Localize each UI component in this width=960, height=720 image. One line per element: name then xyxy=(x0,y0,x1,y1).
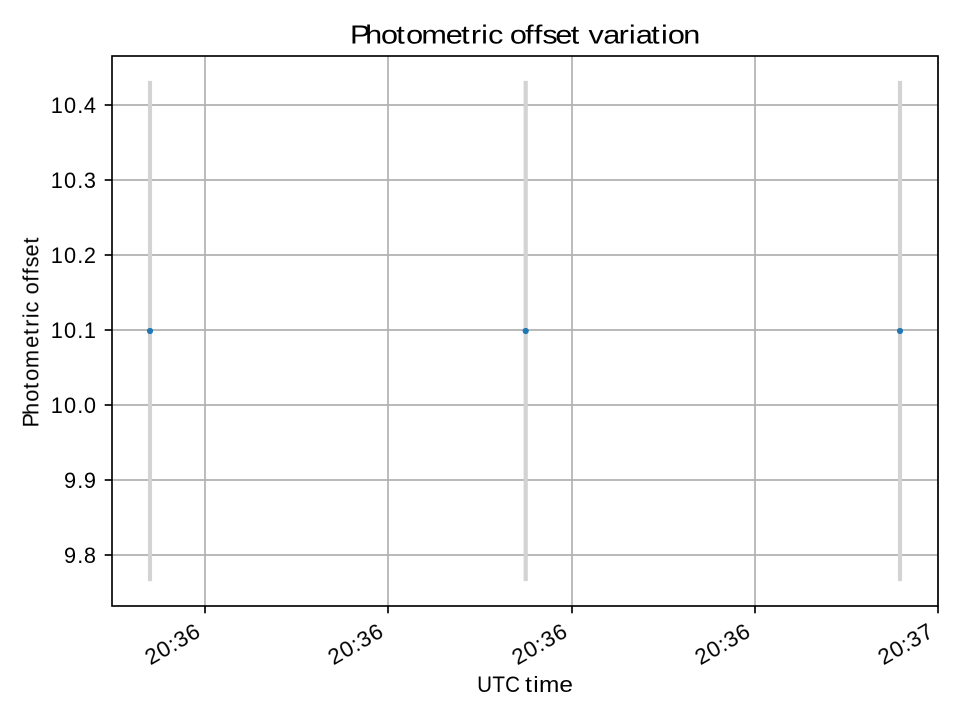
svg-text:UTC: UTC xyxy=(477,672,520,697)
svg-text:20:36: 20:36 xyxy=(507,619,571,670)
svg-text:20:36: 20:36 xyxy=(690,619,754,670)
svg-text:10.4: 10.4 xyxy=(51,93,96,118)
svg-text:Photometric offset variation: Photometric offset variation xyxy=(350,21,700,49)
svg-text:time: time xyxy=(525,672,573,697)
svg-text:10.0: 10.0 xyxy=(51,393,96,418)
svg-text:20:36: 20:36 xyxy=(323,619,387,670)
svg-text:10.2: 10.2 xyxy=(51,243,96,268)
svg-text:10.1: 10.1 xyxy=(51,318,96,343)
svg-text:20:37: 20:37 xyxy=(873,619,937,670)
svg-text:Photometric offset: Photometric offset xyxy=(18,238,43,428)
svg-text:10.3: 10.3 xyxy=(51,168,96,193)
svg-text:9.8: 9.8 xyxy=(64,543,96,568)
svg-text:20:36: 20:36 xyxy=(140,619,204,670)
svg-text:9.9: 9.9 xyxy=(64,468,96,493)
